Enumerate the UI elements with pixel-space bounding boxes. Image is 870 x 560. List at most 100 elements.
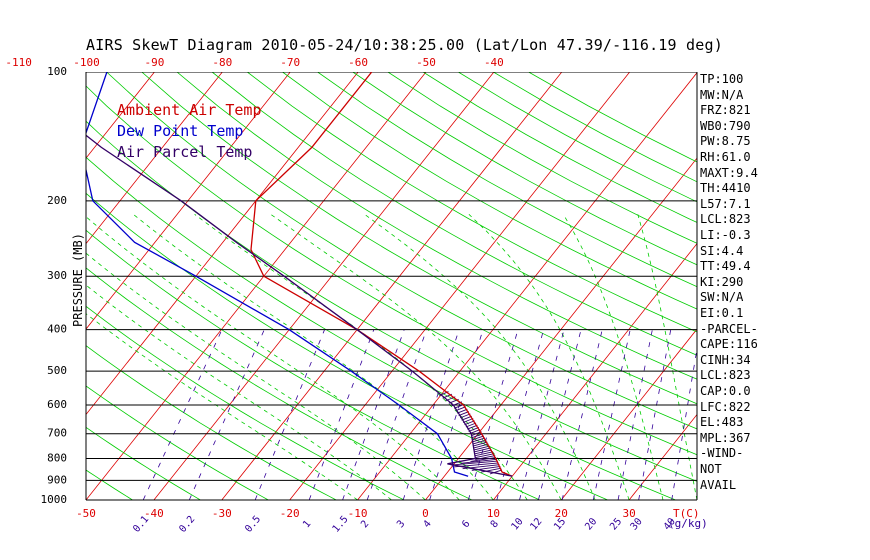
moist-adiabat-line	[270, 213, 562, 500]
mixing-ratio-unit: (g/kg)	[668, 517, 708, 530]
moist-adiabat-line	[86, 216, 460, 500]
stat-item: CINH:34	[700, 352, 751, 367]
cape-hatch-line	[472, 441, 488, 447]
cape-hatch-line	[468, 426, 479, 432]
isotherm-line	[86, 72, 359, 416]
top-temp-tick-label: -70	[280, 56, 300, 69]
cape-hatch-line	[462, 418, 474, 423]
stat-item: MAXT:9.4	[700, 165, 758, 180]
dry-adiabat-line	[86, 426, 201, 500]
cape-hatch-line	[455, 406, 467, 412]
cape-hatch-line	[469, 429, 481, 434]
stat-item: EI:0.1	[700, 306, 744, 320]
mixing-ratio-line	[617, 329, 653, 500]
mixing-ratio-label: 8	[489, 519, 501, 531]
dry-adiabat-line	[493, 72, 697, 183]
cape-hatch-line	[471, 433, 483, 439]
stat-item: SW:N/A	[700, 290, 744, 305]
dry-adiabat-line	[86, 267, 473, 500]
mixing-ratio-line	[496, 329, 544, 500]
cape-hatch-line	[464, 420, 475, 426]
top-temp-tick-label: -60	[348, 56, 368, 69]
mixing-ratio-label: 4	[422, 519, 434, 531]
stat-item: CAP:0.0	[700, 384, 751, 398]
cape-hatch-line	[472, 439, 487, 445]
isotherm-line	[86, 72, 155, 159]
top-temp-tick-label: -40	[484, 56, 504, 69]
bottom-temp-tick-label: -30	[212, 507, 232, 520]
mixing-ratio-label: 2	[359, 519, 371, 531]
dry-adiabat-line	[86, 385, 269, 500]
stat-item: LFC:822	[700, 399, 751, 414]
dry-adiabat-line	[387, 72, 697, 244]
isotherm-line	[221, 72, 563, 500]
bottom-temp-tick-label: 30	[622, 507, 635, 520]
isotherm-line	[153, 72, 495, 500]
cape-hatch-line	[460, 458, 498, 464]
mixing-ratio-line	[429, 329, 484, 500]
stat-item: SI:4.4	[700, 243, 744, 258]
legend-dew-point-temp: Dew Point Temp	[117, 122, 244, 140]
axes	[85, 72, 698, 501]
moist-adiabat-line	[364, 213, 596, 500]
stat-item: MW:N/A	[700, 87, 744, 102]
dry-adiabat-line	[86, 120, 697, 482]
stat-item: LCL:823	[700, 212, 751, 227]
stat-item: EL:483	[700, 415, 744, 430]
bottom-temp-tick-label: -50	[76, 507, 96, 520]
top-temp-tick-label: -100	[73, 56, 100, 69]
legend-air-parcel-temp: Air Parcel Temp	[117, 143, 253, 161]
cape-hatch-line	[474, 449, 493, 455]
mixing-ratio-label: 12	[528, 516, 544, 532]
stat-item: TH:4410	[700, 181, 751, 196]
mixing-ratio-label: 1	[301, 519, 313, 531]
dry-adiabat-line	[86, 85, 697, 456]
mixing-ratio-line	[366, 329, 427, 500]
top-temp-tick-label: -50	[416, 56, 436, 69]
mixing-ratio-label: 6	[460, 519, 472, 531]
cape-hatch-line	[475, 455, 496, 461]
isotherm-line	[425, 157, 697, 500]
dry-adiabat-line	[352, 72, 697, 266]
dry-adiabat-line	[141, 72, 697, 405]
stat-item: KI:290	[700, 274, 744, 289]
bottom-temp-tick-label: 20	[555, 507, 568, 520]
dry-adiabat-line	[86, 305, 405, 500]
legend-ambient-air-temp: Ambient Air Temp	[117, 101, 262, 119]
pressure-tick-label: 900	[47, 473, 67, 486]
dry-adiabat-line	[211, 72, 697, 356]
dry-adiabat-line	[106, 72, 697, 430]
isotherm-line	[86, 72, 291, 330]
dewpoint-line	[86, 72, 469, 477]
dry-adiabat-line	[176, 72, 697, 380]
isotherm-line	[628, 413, 697, 500]
mixing-ratio-label: 3	[395, 519, 407, 531]
stat-item: RH:61.0	[700, 150, 751, 164]
stat-item: MPL:367	[700, 430, 751, 445]
stat-item: LI:-0.3	[700, 228, 751, 242]
top-temp-tick-label: -80	[212, 56, 232, 69]
mixing-ratio-line	[142, 329, 223, 500]
isotherm-line	[560, 328, 697, 500]
pressure-tick-label: 500	[47, 364, 67, 377]
stat-item: NOT	[700, 462, 722, 476]
mixing-ratio-label: 0.2	[177, 514, 197, 535]
isotherm-line	[86, 72, 223, 245]
cape-hatch-line	[480, 467, 502, 473]
stat-item: CAPE:116	[700, 337, 758, 352]
stat-item: -PARCEL-	[700, 321, 758, 336]
cape-hatch-line	[471, 431, 482, 437]
mixing-ratio-label: 10	[509, 516, 525, 532]
top-temp-tick-label: -90	[145, 56, 165, 69]
pressure-tick-label: 100	[47, 65, 67, 78]
mixing-ratio-label: 0.5	[243, 514, 263, 535]
mixing-ratio-line	[467, 329, 519, 500]
cape-hatch-line	[472, 437, 486, 443]
pressure-tick-label: 200	[47, 194, 67, 207]
pressure-tick-label: 1000	[41, 493, 68, 506]
pressure-tick-label: 300	[47, 269, 67, 282]
bottom-temp-tick-label: 0	[422, 507, 429, 520]
pressure-tick-label: 400	[47, 323, 67, 336]
cape-hatch-line	[470, 457, 497, 462]
